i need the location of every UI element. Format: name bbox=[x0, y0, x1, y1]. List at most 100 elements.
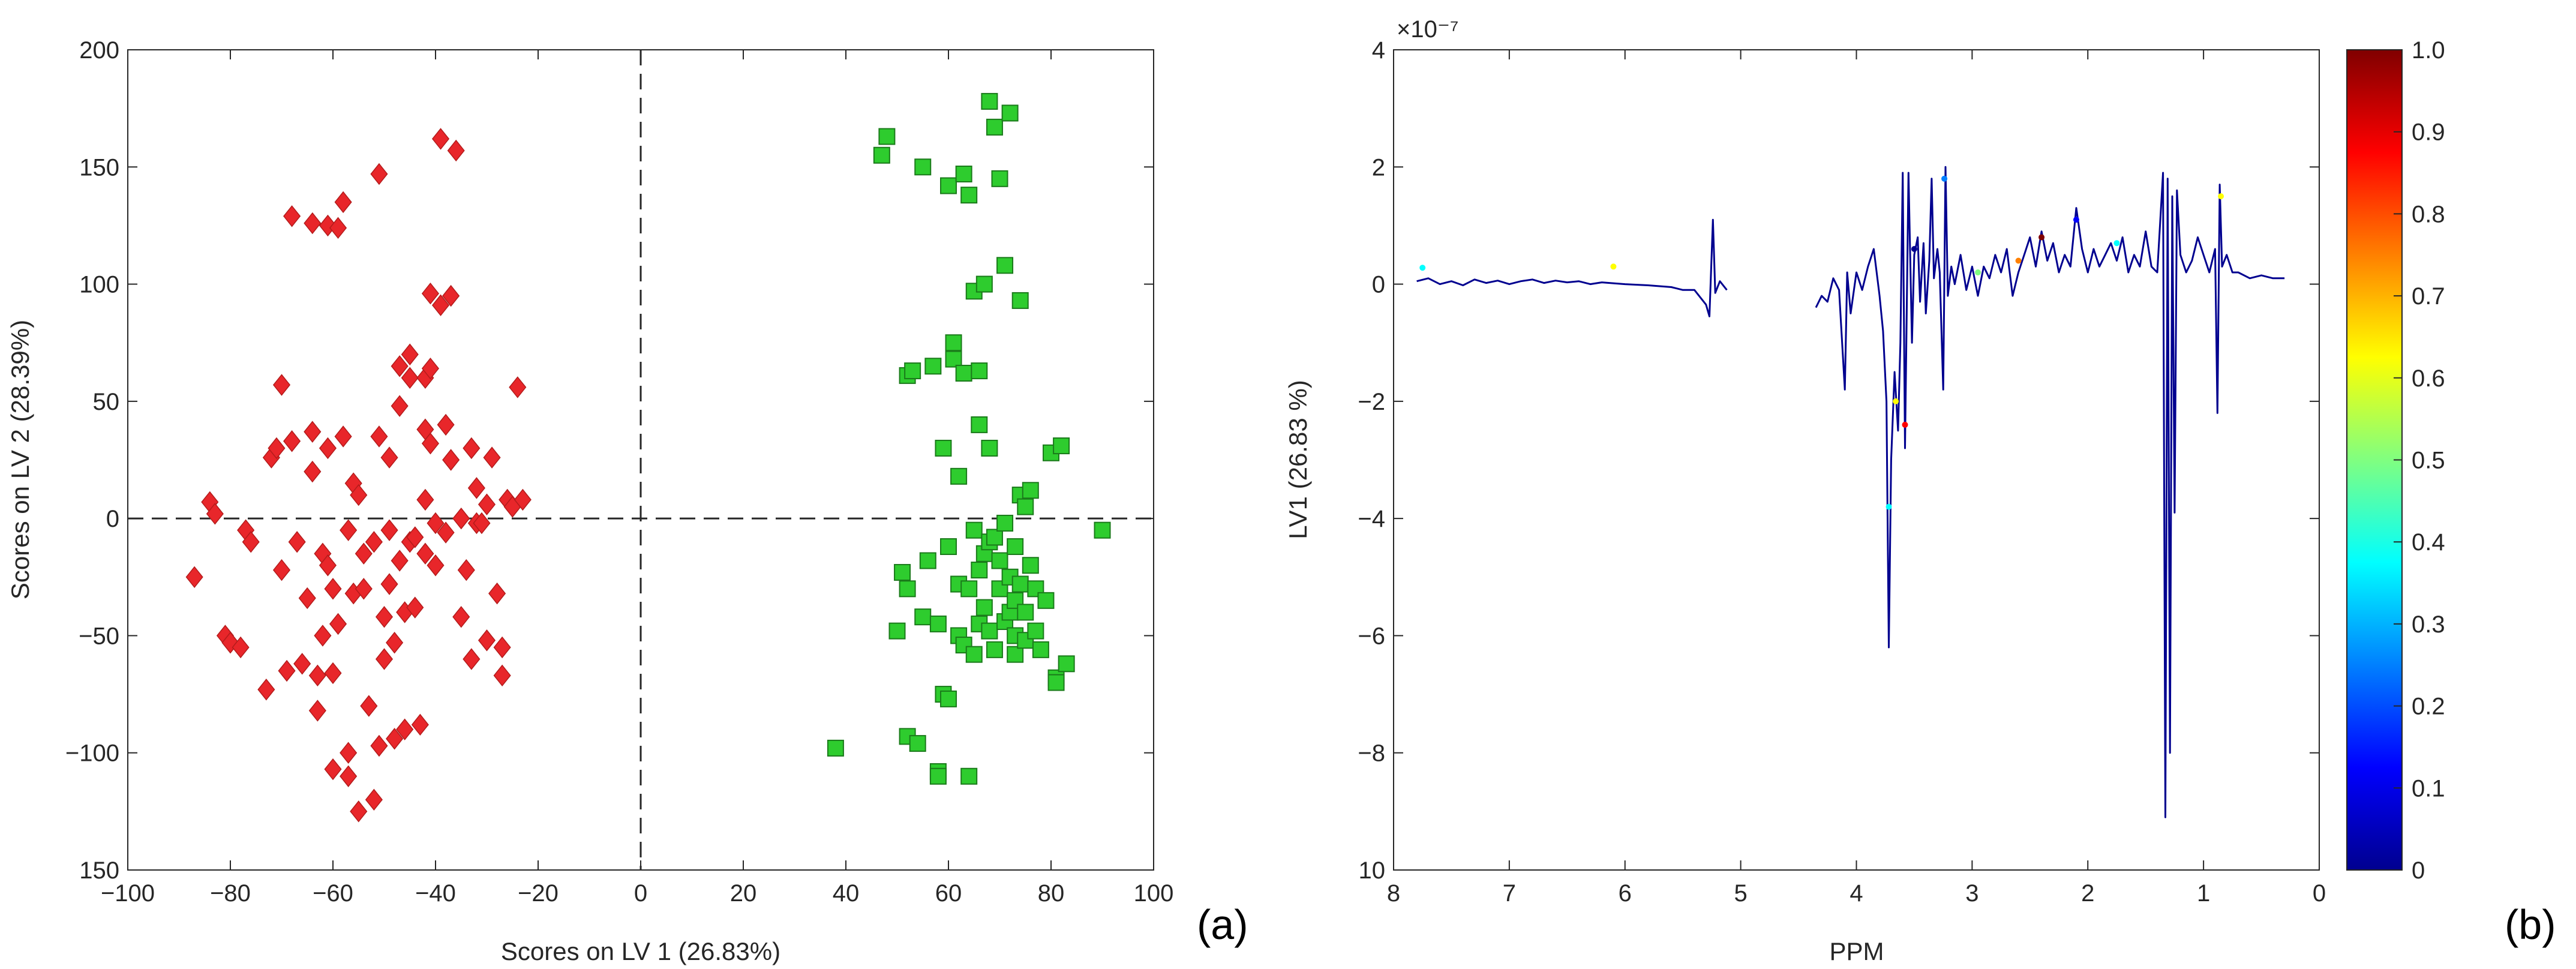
red-diamond-point bbox=[272, 374, 291, 396]
red-diamond-point bbox=[421, 432, 440, 455]
red-diamond-point bbox=[278, 659, 296, 682]
green-square-point bbox=[929, 767, 947, 785]
spectrum-segment-2 bbox=[1815, 166, 2285, 818]
green-square-point bbox=[888, 622, 906, 640]
red-diamond-point bbox=[334, 191, 352, 214]
green-square-point bbox=[960, 187, 978, 204]
red-diamond-point bbox=[386, 728, 404, 750]
green-square-point bbox=[1022, 482, 1039, 499]
x-tick-label: 0 bbox=[634, 880, 647, 907]
red-diamond-point bbox=[380, 519, 398, 541]
green-square-point bbox=[996, 257, 1014, 274]
y-tick-label: 0 bbox=[106, 506, 119, 532]
y-axis-ticks-a: 200 150 100 50 0 −50 −100 150 bbox=[65, 37, 1154, 884]
red-diamond-point bbox=[365, 530, 383, 553]
green-square-point bbox=[940, 690, 957, 707]
red-diamond-point bbox=[370, 734, 388, 757]
x-tick-label: 20 bbox=[730, 880, 757, 907]
colorbar-tick-label: 1.0 bbox=[2412, 37, 2445, 64]
red-diamond-point bbox=[478, 493, 496, 515]
red-diamond-point bbox=[355, 578, 373, 600]
y-tick-label: 2 bbox=[1372, 154, 1385, 181]
green-square-point bbox=[986, 529, 1003, 546]
red-diamond-point bbox=[329, 613, 347, 635]
green-square-point bbox=[1007, 592, 1024, 609]
x-tick-label: 8 bbox=[1387, 880, 1400, 907]
y-tick-label: 4 bbox=[1372, 37, 1385, 64]
red-diamond-point bbox=[437, 521, 455, 544]
series-red-diamonds bbox=[185, 128, 532, 823]
green-square-point bbox=[955, 364, 972, 382]
spectrum-highlight-point bbox=[1610, 263, 1617, 270]
red-diamond-point bbox=[350, 484, 368, 506]
red-diamond-point bbox=[370, 425, 388, 448]
red-diamond-point bbox=[447, 139, 465, 162]
red-diamond-point bbox=[185, 566, 203, 588]
red-diamond-point bbox=[319, 554, 337, 577]
green-square-point bbox=[981, 439, 998, 457]
red-diamond-point bbox=[401, 343, 419, 365]
red-diamond-point bbox=[355, 542, 373, 565]
red-diamond-point bbox=[380, 573, 398, 595]
green-square-point bbox=[981, 622, 998, 640]
green-square-point bbox=[914, 158, 932, 176]
y-tick-label: −100 bbox=[65, 740, 119, 767]
y-tick-label: 150 bbox=[79, 857, 119, 884]
red-diamond-point bbox=[391, 550, 409, 572]
green-square-point bbox=[991, 170, 1008, 187]
red-diamond-point bbox=[340, 519, 358, 541]
green-square-point bbox=[991, 552, 1008, 569]
green-square-point bbox=[975, 599, 993, 616]
x-tick-label: −40 bbox=[415, 880, 456, 907]
y-tick-label: −50 bbox=[79, 623, 119, 649]
y-tick-label: 200 bbox=[79, 37, 119, 64]
red-diamond-point bbox=[206, 503, 224, 525]
colorbar-ticks: 1.0 0.9 0.8 0.7 0.6 0.5 0.4 0.3 0.2 0.1 0 bbox=[2394, 37, 2445, 884]
x-tick-label: 4 bbox=[1850, 880, 1863, 907]
red-diamond-point bbox=[288, 530, 306, 553]
green-square-point bbox=[945, 334, 962, 352]
red-diamond-point bbox=[416, 542, 434, 565]
green-square-point bbox=[971, 416, 988, 433]
green-square-point bbox=[945, 350, 962, 368]
spectrum-highlight-point bbox=[1941, 175, 1948, 182]
y-axis-label-b: LV1 (26.83 %) bbox=[1284, 380, 1312, 539]
red-diamond-point bbox=[370, 163, 388, 185]
red-diamond-point bbox=[304, 460, 322, 483]
red-diamond-point bbox=[386, 631, 404, 654]
green-square-point bbox=[1047, 674, 1065, 691]
colorbar-tick-label: 0.2 bbox=[2412, 694, 2445, 720]
x-axis-ticks-a: −100 −80 −60 −40 −20 0 20 40 60 80 100 bbox=[101, 50, 1173, 907]
green-square-point bbox=[955, 166, 972, 183]
spectrum-highlight-point bbox=[2218, 193, 2224, 200]
red-diamond-point bbox=[478, 629, 496, 652]
red-diamond-point bbox=[442, 284, 460, 307]
colorbar-tick-label: 0.6 bbox=[2412, 365, 2445, 392]
red-diamond-point bbox=[340, 765, 358, 787]
green-square-point bbox=[894, 563, 911, 581]
spectrum-highlight-point bbox=[2113, 240, 2120, 247]
red-diamond-point bbox=[391, 395, 409, 417]
green-square-point bbox=[1011, 575, 1029, 593]
red-diamond-point bbox=[324, 578, 342, 600]
red-diamond-point bbox=[350, 800, 368, 823]
green-square-point bbox=[1032, 641, 1049, 658]
red-diamond-point bbox=[406, 526, 424, 548]
spectrum-highlight-point bbox=[2015, 257, 2022, 264]
red-diamond-point bbox=[406, 596, 424, 619]
green-square-point bbox=[1022, 557, 1039, 574]
red-diamond-point bbox=[360, 695, 378, 717]
colorbar-tick-label: 0.8 bbox=[2412, 201, 2445, 227]
red-diamond-point bbox=[283, 205, 301, 227]
y-tick-label: −2 bbox=[1358, 389, 1385, 415]
x-tick-label: −20 bbox=[518, 880, 559, 907]
x-tick-label: 5 bbox=[1734, 880, 1748, 907]
red-diamond-point bbox=[401, 367, 419, 389]
green-square-point bbox=[960, 767, 978, 785]
green-square-point bbox=[971, 362, 988, 380]
x-axis-label-a: Scores on LV 1 (26.83%) bbox=[501, 937, 780, 965]
green-square-point bbox=[919, 552, 936, 569]
y-tick-label: −4 bbox=[1358, 506, 1385, 532]
red-diamond-point bbox=[308, 700, 326, 722]
red-diamond-point bbox=[272, 559, 291, 581]
